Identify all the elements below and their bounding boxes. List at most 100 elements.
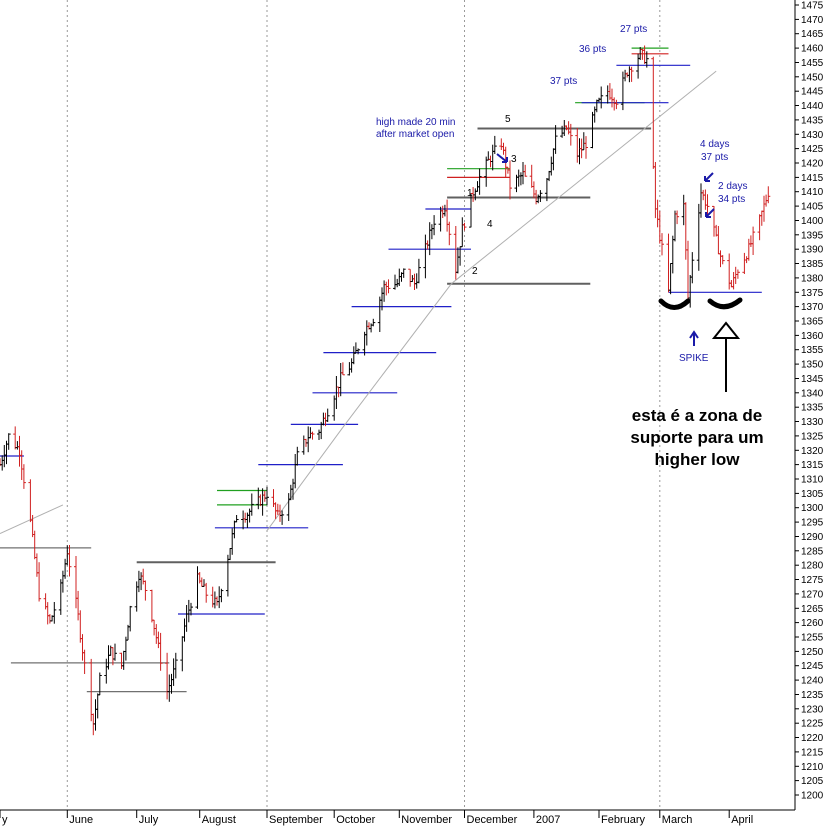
ohlc-bar	[551, 148, 556, 171]
ohlc-bar	[720, 255, 725, 265]
y-tick-label: 1425	[801, 144, 824, 155]
ohlc-bar	[766, 186, 771, 204]
month-gridlines	[66, 0, 661, 810]
ohlc-bar	[67, 545, 72, 577]
ohlc-bar	[538, 190, 543, 202]
ohlc-bar	[19, 450, 24, 480]
ohlc-bar	[128, 605, 133, 632]
ohlc-bar	[575, 128, 580, 163]
ohlc-bar	[317, 429, 321, 440]
ohlc-bar	[592, 106, 597, 123]
ohlc-bar	[37, 562, 42, 602]
y-tick-label: 1315	[801, 460, 824, 471]
annotation-2-days-pts: 34 pts	[718, 194, 745, 205]
ohlc-bar	[605, 85, 610, 104]
y-tick-label: 1400	[801, 216, 824, 227]
ohlc-bar	[78, 610, 83, 643]
ohlc-bar	[453, 226, 458, 280]
ohlc-bar	[427, 222, 432, 256]
ohlc-bar	[416, 258, 421, 284]
ohlc-bar	[169, 673, 174, 694]
ohlc-bar	[492, 135, 497, 154]
ohlc-bar	[518, 172, 523, 186]
ohlc-bar	[395, 278, 400, 288]
ohlc-bar	[547, 170, 552, 182]
x-tick-label: July	[139, 814, 159, 826]
price-bars	[0, 45, 771, 736]
ohlc-bar	[353, 342, 358, 354]
annotation-high-made-line2: after market open	[376, 129, 454, 140]
y-tick-label: 1335	[801, 403, 824, 414]
y-tick-label: 1290	[801, 532, 824, 543]
x-tick-label: April	[731, 814, 753, 826]
x-tick-label: 2007	[536, 814, 560, 826]
ohlc-bar	[727, 253, 732, 290]
ohlc-bar	[742, 252, 747, 274]
ohlc-bar	[597, 97, 601, 103]
ohlc-bar	[660, 233, 664, 256]
ohlc-bar	[141, 568, 146, 585]
y-tick-label: 1430	[801, 130, 824, 141]
ohlc-bar	[746, 238, 751, 261]
y-tick-label: 1325	[801, 431, 824, 442]
ohlc-bar	[599, 86, 604, 109]
ohlc-bar	[762, 195, 766, 222]
ohlc-bar	[306, 426, 311, 453]
ohlc-bar	[217, 586, 222, 609]
ohlc-bar	[336, 386, 341, 398]
ohlc-bar	[82, 649, 87, 674]
ohlc-bar	[516, 169, 521, 187]
ohlc-bar	[119, 652, 124, 669]
ohlc-bar	[620, 71, 625, 111]
ohlc-bar	[136, 570, 141, 593]
ohlc-bar	[751, 226, 756, 255]
low-curve-left-icon	[658, 298, 691, 310]
ohlc-bar	[477, 168, 482, 195]
y-tick-label: 1220	[801, 733, 824, 744]
ohlc-bar	[195, 566, 200, 609]
y-tick-label: 1370	[801, 302, 824, 313]
ohlc-bar	[521, 162, 525, 185]
ohlc-bar	[731, 272, 736, 290]
ohlc-bar	[508, 160, 512, 200]
ohlc-bar	[484, 156, 489, 187]
ohlc-bar	[553, 125, 558, 154]
x-tick-label: September	[269, 814, 323, 826]
ohlc-bar	[377, 296, 382, 332]
ohlc-bar	[286, 493, 291, 521]
y-tick-label: 1320	[801, 446, 824, 457]
ohlc-bar	[729, 280, 734, 288]
ohlc-bar	[212, 591, 217, 609]
ohlc-bar	[47, 614, 52, 624]
ohlc-bar	[473, 188, 478, 201]
annotation-spike: SPIKE	[679, 353, 709, 364]
y-tick-label: 1330	[801, 417, 824, 428]
y-tick-label: 1375	[801, 288, 824, 299]
ohlc-bar	[182, 618, 187, 642]
trend-line	[451, 70, 717, 285]
ohlc-bar	[60, 570, 65, 593]
ohlc-bar	[202, 579, 206, 587]
ohlc-bar	[173, 652, 178, 679]
y-tick-label: 1395	[801, 230, 824, 241]
ohlc-bar	[568, 123, 573, 146]
ohlc-bar	[28, 479, 33, 523]
y-tick-label: 1210	[801, 762, 824, 773]
ohlc-bar	[705, 194, 710, 215]
ohlc-bar	[249, 493, 254, 516]
ohlc-bar	[733, 266, 738, 284]
ohlc-bar	[80, 634, 85, 661]
ohlc-bar	[76, 590, 81, 621]
annotation-4-days-pts: 37 pts	[701, 152, 728, 163]
ohlc-bar	[423, 234, 428, 279]
ohlc-bar	[158, 632, 163, 671]
y-tick-label: 1225	[801, 719, 824, 730]
ohlc-bar	[74, 556, 78, 609]
ohlc-bar	[308, 427, 313, 439]
wave-label-4: 4	[487, 219, 493, 230]
ohlc-bar	[549, 156, 554, 176]
x-tick-label: February	[601, 814, 646, 826]
ohlc-bar	[186, 599, 191, 623]
annotation-4-days: 4 days	[700, 139, 729, 150]
